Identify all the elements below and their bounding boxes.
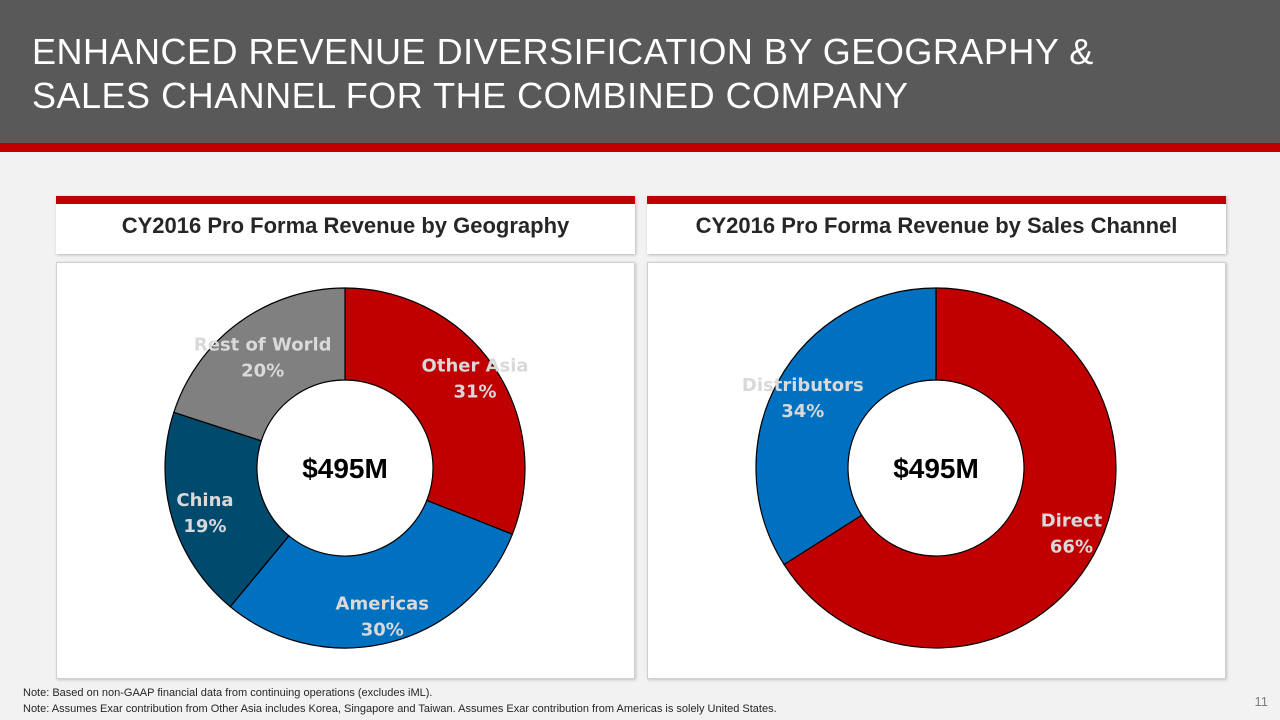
geography-chart-panel: Other Asia 31% Americas 30% China 19% Rest of … <box>56 262 635 679</box>
page-title-line-2: SALES CHANNEL FOR THE COMBINED COMPANY <box>32 75 909 116</box>
channel-donut-chart: Direct 66% Distributors 34% $495M <box>742 287 1117 649</box>
slice-other-asia <box>344 287 526 536</box>
page-title-line-1: ENHANCED REVENUE DIVERSIFICATION BY GEOG… <box>32 31 1094 72</box>
header-accent-bar <box>647 196 1226 204</box>
slice-label-distributors: Distributors <box>742 375 864 396</box>
slice-rest-of-world <box>173 287 346 442</box>
slice-direct <box>783 287 1117 649</box>
slice-value-rest-of-world: 20% <box>241 361 284 382</box>
footnote-2: Note: Assumes Exar contribution from Oth… <box>23 703 777 715</box>
slice-label-direct: Direct <box>1041 510 1103 531</box>
slice-value-distributors: 34% <box>781 401 824 422</box>
title-bar: ENHANCED REVENUE DIVERSIFICATION BY GEOG… <box>0 0 1280 143</box>
slice-value-china: 19% <box>183 516 226 537</box>
slice-americas <box>229 499 514 649</box>
channel-chart-header: CY2016 Pro Forma Revenue by Sales Channe… <box>647 196 1226 254</box>
slice-label-other-asia: Other Asia <box>422 356 529 377</box>
slice-value-other-asia: 31% <box>454 382 497 403</box>
channel-chart-title: CY2016 Pro Forma Revenue by Sales Channe… <box>695 213 1178 238</box>
page-number: 11 <box>1254 694 1269 709</box>
geography-chart-header: CY2016 Pro Forma Revenue by Geography <box>56 196 635 254</box>
slice-label-americas: Americas <box>336 593 429 614</box>
geography-chart-title: CY2016 Pro Forma Revenue by Geography <box>121 213 570 238</box>
slice-distributors <box>755 287 937 566</box>
slice-value-americas: 30% <box>361 619 404 640</box>
geography-donut-chart: Other Asia 31% Americas 30% China 19% Rest of … <box>164 287 529 649</box>
channel-chart-panel: Direct 66% Distributors 34% $495M <box>647 262 1226 679</box>
header-accent-bar <box>56 196 635 204</box>
footnotes: Note: Based on non-GAAP financial data f… <box>23 685 777 717</box>
page-title: ENHANCED REVENUE DIVERSIFICATION BY GEOG… <box>32 30 1252 118</box>
center-total-label: $495M <box>893 453 979 484</box>
slice-china <box>164 411 290 608</box>
slice-label-rest-of-world: Rest of World <box>194 335 332 356</box>
footnote-1: Note: Based on non-GAAP financial data f… <box>23 687 433 699</box>
slice-label-china: China <box>176 490 233 511</box>
title-divider <box>0 143 1280 152</box>
center-total-label: $495M <box>302 453 388 484</box>
slice-value-direct: 66% <box>1050 536 1093 557</box>
